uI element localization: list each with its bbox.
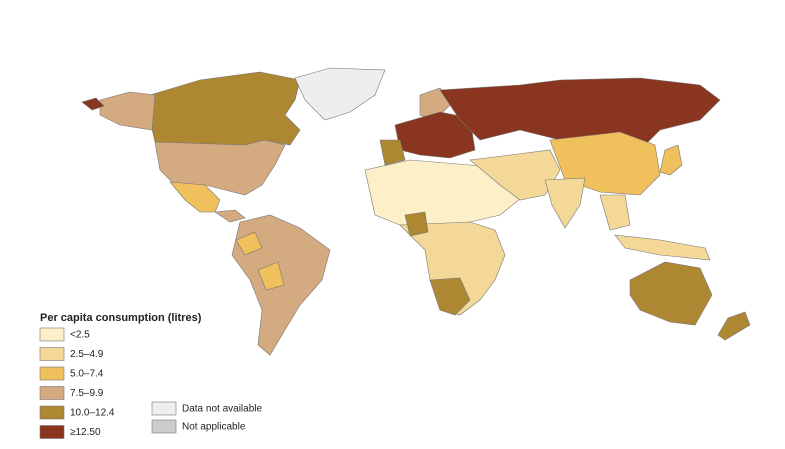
region	[235, 231, 263, 256]
region	[429, 277, 471, 316]
world-map	[81, 67, 751, 356]
legend-swatch	[39, 425, 65, 439]
legend-label: 10.0–12.4	[70, 408, 115, 419]
region	[439, 77, 721, 151]
legend-label: 2.5–4.9	[70, 349, 104, 360]
legend-label: ≥12.50	[70, 427, 101, 438]
legend-swatch	[39, 405, 65, 420]
region	[214, 209, 246, 223]
legend-label: <2.5	[70, 330, 90, 341]
region	[294, 67, 386, 121]
region	[404, 211, 429, 237]
region	[399, 221, 506, 316]
region	[717, 311, 751, 341]
legend-swatch	[39, 386, 65, 400]
legend-swatch	[151, 419, 177, 434]
legend-swatch	[39, 366, 65, 381]
legend-label: Data not available	[182, 404, 262, 415]
region	[599, 194, 631, 231]
region	[659, 144, 683, 176]
region	[379, 139, 406, 166]
region	[544, 177, 586, 229]
region	[394, 111, 476, 159]
legend-swatch	[39, 347, 65, 361]
legend-label: 5.0–7.4	[70, 369, 104, 380]
region	[257, 261, 285, 291]
legend-swatch	[151, 401, 177, 416]
legend-title: Per capita consumption (litres)	[40, 312, 202, 324]
legend-label: 7.5–9.9	[70, 388, 104, 399]
legend: Per capita consumption (litres) <2.5 2.5–…	[39, 312, 262, 439]
region	[99, 91, 156, 131]
legend-swatch	[39, 327, 65, 342]
region	[149, 71, 301, 146]
region	[469, 149, 561, 201]
region	[364, 159, 526, 226]
region	[81, 97, 105, 111]
region	[614, 234, 711, 261]
legend-label: Not applicable	[182, 422, 246, 433]
region	[629, 261, 713, 326]
